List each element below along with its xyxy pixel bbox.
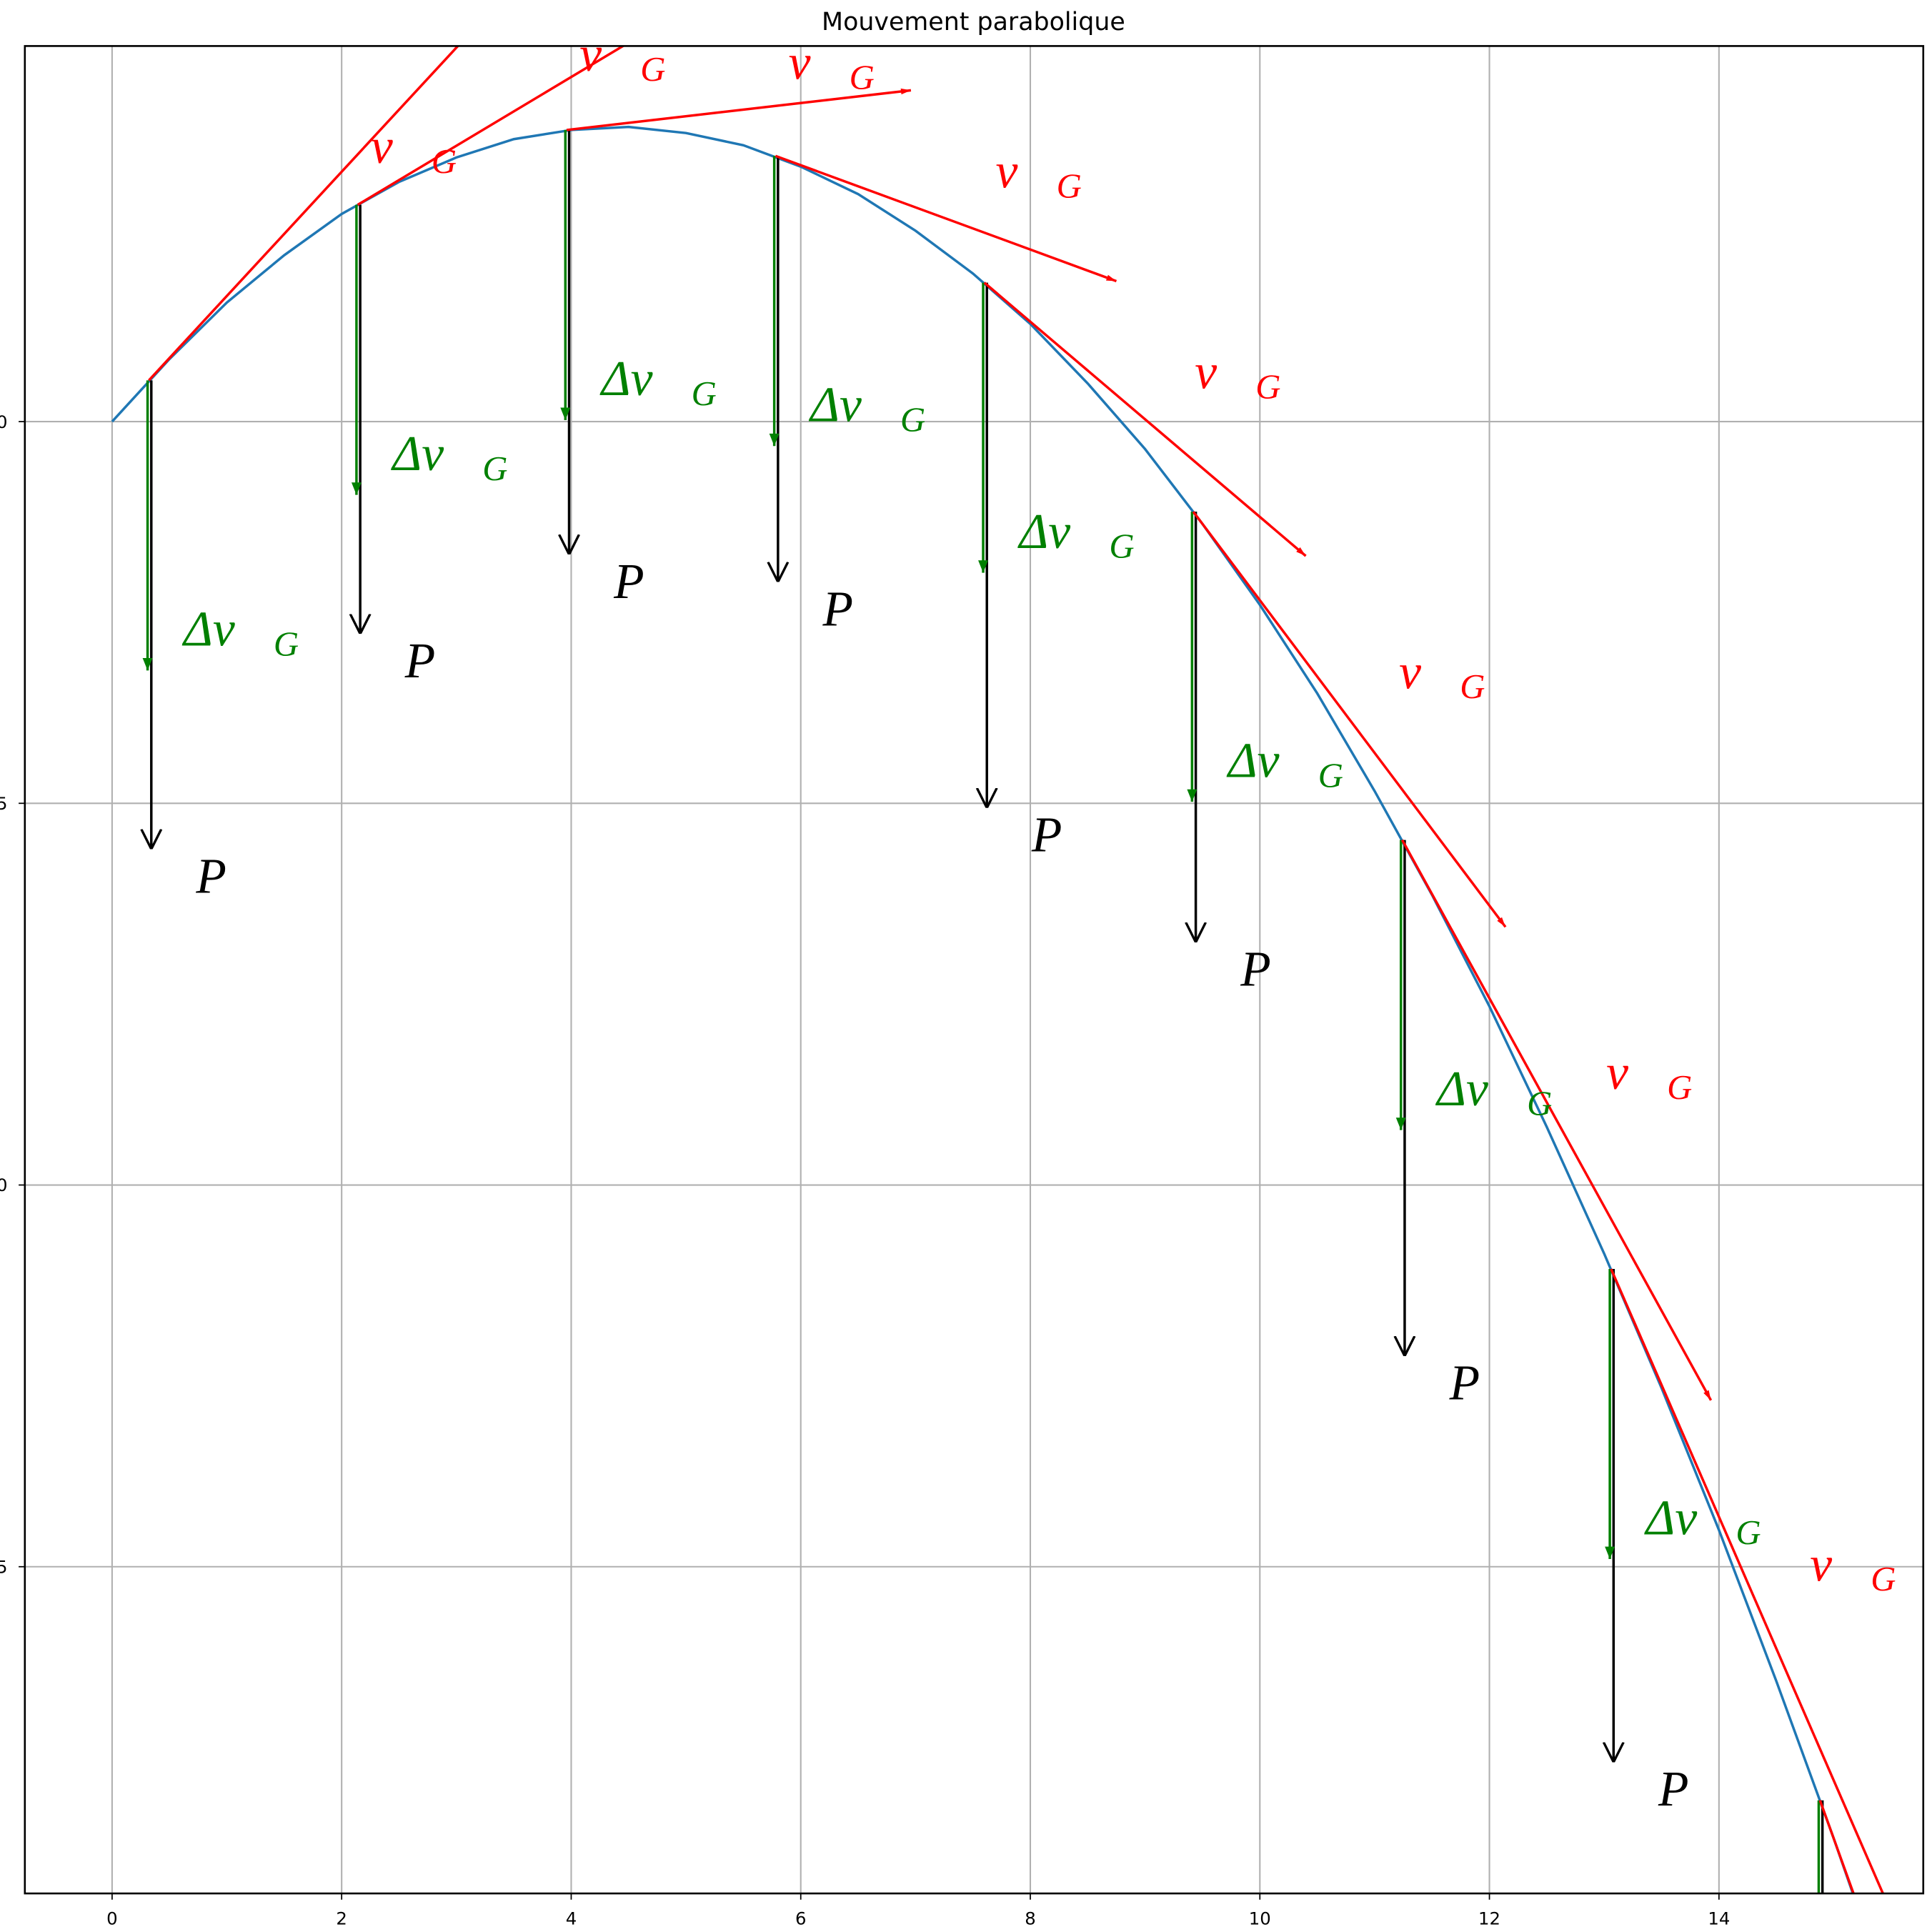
x-tick-label: 14: [1708, 1908, 1730, 1929]
x-tick-label: 0: [106, 1908, 118, 1929]
velocity-label: v⃗G: [1399, 644, 1485, 706]
label-symbol: P⃗: [1658, 1762, 1728, 1817]
velocity-arrow: [357, 46, 626, 206]
label-symbol: v⃗: [1195, 344, 1255, 399]
label-symbol: Δv⃗: [1435, 1062, 1527, 1117]
vector-group: v⃗G Δv⃗G P⃗: [148, 46, 460, 904]
velocity-arrow: [1400, 839, 1713, 1401]
weight-label: P⃗: [822, 582, 892, 637]
x-tick-label: 4: [566, 1908, 577, 1929]
y-tick-label: −2.5: [0, 793, 7, 814]
label-symbol: v⃗: [789, 36, 850, 91]
plot-area: v⃗GΔv⃗GP⃗v⃗GΔv⃗GP⃗v⃗GΔv⃗GP⃗v⃗GΔv⃗GP⃗v⃗GΔ…: [111, 27, 1896, 1894]
label-symbol: Δv⃗: [599, 352, 692, 407]
label-subscript: G: [1255, 367, 1280, 406]
velocity-arrow: [148, 46, 460, 382]
weight-label: P⃗: [613, 554, 683, 609]
velocity-label: v⃗G: [1810, 1537, 1896, 1598]
label-symbol: v⃗: [996, 144, 1057, 199]
vector-group: v⃗GΔv⃗GP⃗: [565, 36, 912, 609]
label-subscript: G: [1667, 1068, 1692, 1107]
vector-group: v⃗GΔv⃗GP⃗: [983, 282, 1307, 863]
label-symbol: P⃗: [1240, 942, 1310, 997]
label-symbol: v⃗: [579, 27, 640, 82]
x-tick-label: 8: [1025, 1908, 1036, 1929]
velocity-arrow: [566, 88, 912, 131]
label-subscript: G: [274, 625, 299, 664]
weight-label: P⃗: [1240, 942, 1310, 997]
vector-group: v⃗GΔv⃗GP⃗: [1817, 1800, 1855, 1894]
label-symbol: P⃗: [613, 554, 683, 609]
y-tick-label: −5.0: [0, 1175, 7, 1195]
delta-v-label: Δv⃗G: [1226, 733, 1343, 795]
label-subscript: G: [1109, 527, 1134, 566]
vector-group: v⃗GΔv⃗GP⃗: [1192, 511, 1507, 997]
label-symbol: P⃗: [822, 582, 892, 637]
weight-label: P⃗: [404, 634, 474, 689]
vector-group: v⃗GΔv⃗GP⃗: [775, 144, 1117, 637]
delta-v-label: Δv⃗G: [1644, 1490, 1761, 1552]
y-tick-label: 0.0: [0, 412, 7, 432]
x-tick-label: 12: [1478, 1908, 1500, 1929]
velocity-label: v⃗G: [579, 27, 665, 89]
label-symbol: Δv⃗: [181, 602, 274, 657]
delta-v-label: Δv⃗G: [1017, 504, 1134, 566]
label-symbol: P⃗: [1449, 1356, 1519, 1411]
velocity-arrow: [775, 154, 1117, 283]
label-symbol: P⃗: [404, 634, 474, 689]
label-subscript: G: [1318, 756, 1343, 795]
velocity-label: v⃗G: [789, 36, 875, 97]
label-symbol: Δv⃗: [390, 427, 482, 482]
weight-label: P⃗: [195, 849, 265, 904]
velocity-arrow: [1818, 1800, 1855, 1894]
delta-v-label: Δv⃗G: [390, 427, 507, 488]
label-symbol: P⃗: [1031, 808, 1101, 863]
velocity-label: v⃗G: [996, 144, 1082, 205]
velocity-label: v⃗G: [1195, 344, 1280, 406]
label-subscript: G: [1871, 1560, 1896, 1598]
label-subscript: G: [850, 59, 875, 97]
x-tick-label: 2: [336, 1908, 347, 1929]
label-symbol: v⃗: [1606, 1045, 1667, 1100]
chart-title: Mouvement parabolique: [822, 8, 1125, 36]
label-subscript: G: [1460, 667, 1485, 706]
velocity-arrow: [1192, 511, 1507, 928]
x-tick-label: 6: [795, 1908, 807, 1929]
delta-v-label: Δv⃗G: [808, 377, 925, 439]
delta-v-label: Δv⃗G: [599, 352, 717, 413]
velocity-label: v⃗G: [371, 119, 457, 181]
weight-label: P⃗: [1031, 808, 1101, 863]
label-symbol: v⃗: [1810, 1537, 1871, 1592]
y-tick-label: −7.5: [0, 1556, 7, 1577]
label-subscript: G: [482, 449, 507, 488]
x-tick-label: 10: [1249, 1908, 1271, 1929]
trajectory: [111, 125, 1855, 1894]
label-subscript: G: [1527, 1085, 1552, 1123]
delta-v-label: Δv⃗G: [181, 602, 299, 664]
label-subscript: G: [692, 374, 717, 413]
velocity-label: v⃗G: [1606, 1045, 1692, 1107]
vector-group: v⃗GΔv⃗GP⃗: [357, 27, 665, 689]
label-subscript: G: [900, 400, 925, 439]
velocity-arrow: [983, 282, 1307, 557]
label-symbol: P⃗: [195, 849, 265, 904]
velocity-arrow: [1610, 1268, 1885, 1894]
label-symbol: Δv⃗: [808, 377, 900, 432]
delta-v-label: Δv⃗G: [1435, 1062, 1552, 1123]
vector-group: v⃗GΔv⃗GP⃗: [1400, 839, 1713, 1411]
label-subscript: G: [640, 50, 665, 89]
label-symbol: Δv⃗: [1017, 504, 1109, 559]
vector-group: v⃗GΔv⃗GP⃗: [1610, 1268, 1896, 1894]
label-symbol: v⃗: [1399, 644, 1460, 699]
weight-label: P⃗: [1658, 1762, 1728, 1817]
weight-label: P⃗: [1449, 1356, 1519, 1411]
label-subscript: G: [1736, 1513, 1761, 1552]
label-subscript: G: [1057, 166, 1082, 205]
plot-frame: [24, 45, 1925, 1895]
label-symbol: Δv⃗: [1226, 733, 1318, 788]
label-symbol: Δv⃗: [1644, 1490, 1736, 1545]
